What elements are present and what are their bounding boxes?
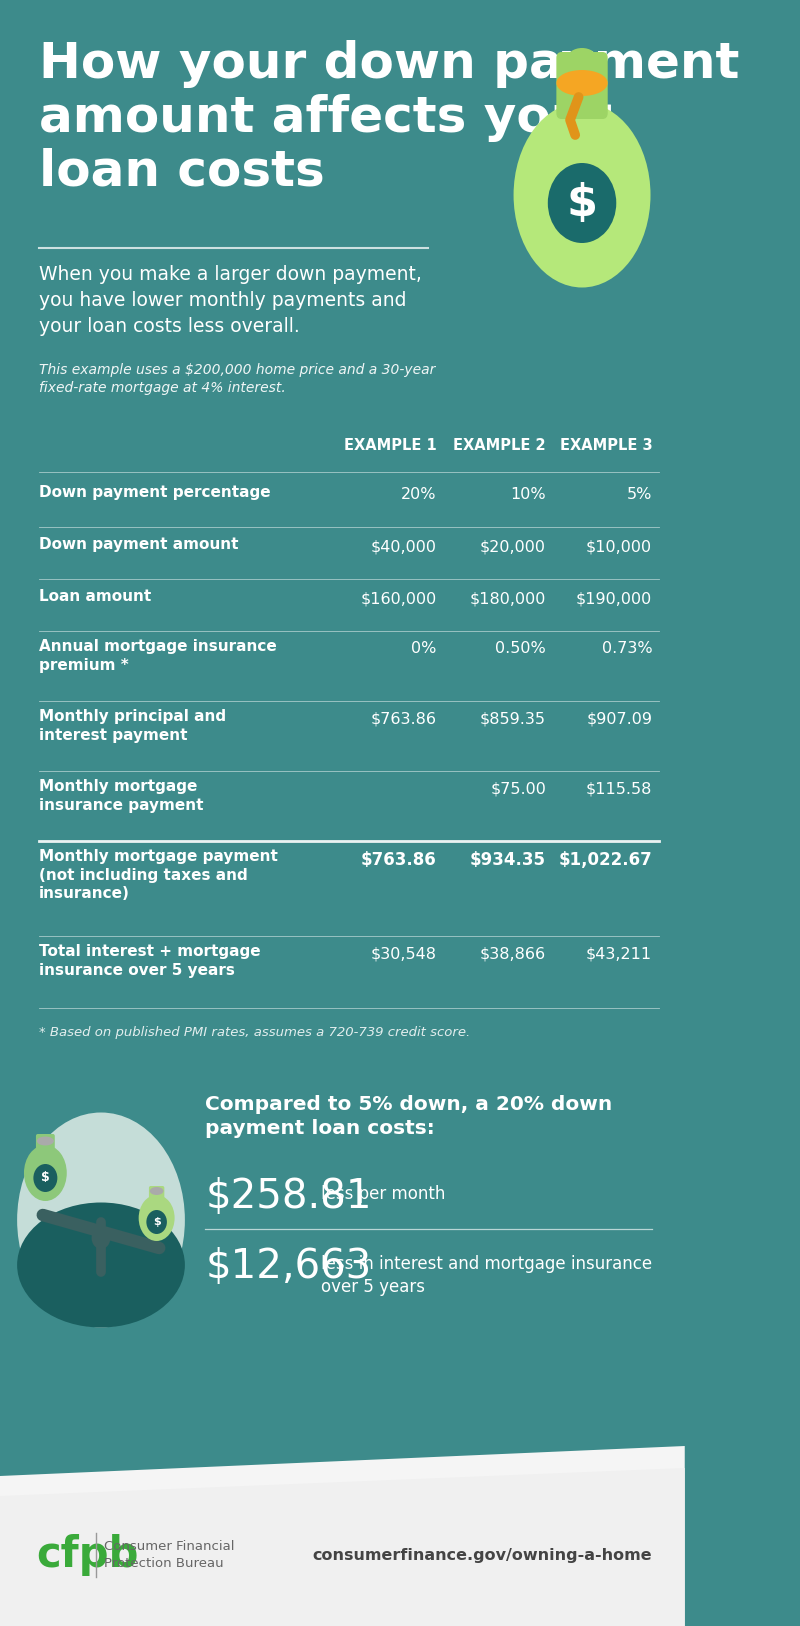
Text: Monthly principal and
interest payment: Monthly principal and interest payment xyxy=(38,709,226,743)
Text: 10%: 10% xyxy=(510,488,546,502)
Text: 0.50%: 0.50% xyxy=(495,641,546,655)
Text: 0.73%: 0.73% xyxy=(602,641,652,655)
Text: Consumer Financial
Protection Bureau: Consumer Financial Protection Bureau xyxy=(105,1540,235,1571)
Ellipse shape xyxy=(514,102,650,288)
Text: $20,000: $20,000 xyxy=(480,538,546,554)
FancyBboxPatch shape xyxy=(556,52,608,119)
Ellipse shape xyxy=(37,1137,54,1145)
Text: less per month: less per month xyxy=(321,1185,446,1203)
Polygon shape xyxy=(0,1446,685,1626)
Text: $190,000: $190,000 xyxy=(576,590,652,606)
Text: $859.35: $859.35 xyxy=(480,711,546,725)
Text: 5%: 5% xyxy=(627,488,652,502)
Text: $12,663: $12,663 xyxy=(206,1247,372,1288)
Text: How your down payment
amount affects your
loan costs: How your down payment amount affects you… xyxy=(38,41,739,195)
Text: $258.81: $258.81 xyxy=(206,1177,372,1216)
Text: Monthly mortgage
insurance payment: Monthly mortgage insurance payment xyxy=(38,779,203,813)
Text: Monthly mortgage payment
(not including taxes and
insurance): Monthly mortgage payment (not including … xyxy=(38,849,278,901)
Text: Compared to 5% down, a 20% down
payment loan costs:: Compared to 5% down, a 20% down payment … xyxy=(206,1094,613,1138)
Ellipse shape xyxy=(567,49,597,68)
Text: $: $ xyxy=(566,182,598,224)
Text: $907.09: $907.09 xyxy=(586,711,652,725)
Text: Total interest + mortgage
insurance over 5 years: Total interest + mortgage insurance over… xyxy=(38,945,260,977)
Text: Annual mortgage insurance
premium *: Annual mortgage insurance premium * xyxy=(38,639,276,673)
Text: $180,000: $180,000 xyxy=(470,590,546,606)
Text: $38,866: $38,866 xyxy=(480,946,546,961)
Text: * Based on published PMI rates, assumes a 720-739 credit score.: * Based on published PMI rates, assumes … xyxy=(38,1026,470,1039)
Polygon shape xyxy=(0,1468,685,1626)
Text: $75.00: $75.00 xyxy=(490,780,546,797)
Text: $: $ xyxy=(41,1171,50,1184)
Text: $10,000: $10,000 xyxy=(586,538,652,554)
Text: Loan amount: Loan amount xyxy=(38,589,150,603)
Ellipse shape xyxy=(17,1203,185,1327)
Ellipse shape xyxy=(24,1145,66,1202)
Ellipse shape xyxy=(556,70,608,96)
FancyBboxPatch shape xyxy=(149,1185,164,1202)
Circle shape xyxy=(91,1228,110,1249)
Text: $934.35: $934.35 xyxy=(470,850,546,868)
Text: $43,211: $43,211 xyxy=(586,946,652,961)
Text: This example uses a $200,000 home price and a 30-year
fixed-rate mortgage at 4% : This example uses a $200,000 home price … xyxy=(38,363,435,395)
Text: $763.86: $763.86 xyxy=(361,850,437,868)
Text: When you make a larger down payment,
you have lower monthly payments and
your lo: When you make a larger down payment, you… xyxy=(38,265,422,335)
Text: $160,000: $160,000 xyxy=(360,590,437,606)
Ellipse shape xyxy=(150,1187,163,1195)
Text: $115.58: $115.58 xyxy=(586,780,652,797)
Text: Down payment amount: Down payment amount xyxy=(38,537,238,551)
Ellipse shape xyxy=(17,1112,185,1327)
Ellipse shape xyxy=(138,1195,174,1241)
Text: EXAMPLE 2: EXAMPLE 2 xyxy=(454,437,546,454)
Text: 20%: 20% xyxy=(401,488,437,502)
Text: cfpb: cfpb xyxy=(36,1533,138,1576)
Text: EXAMPLE 3: EXAMPLE 3 xyxy=(559,437,652,454)
Text: Down payment percentage: Down payment percentage xyxy=(38,485,270,501)
Text: EXAMPLE 1: EXAMPLE 1 xyxy=(344,437,437,454)
Circle shape xyxy=(34,1164,58,1192)
FancyBboxPatch shape xyxy=(36,1133,54,1153)
Text: $1,022.67: $1,022.67 xyxy=(558,850,652,868)
Circle shape xyxy=(548,163,616,242)
Text: 0%: 0% xyxy=(411,641,437,655)
Text: $40,000: $40,000 xyxy=(370,538,437,554)
Text: $30,548: $30,548 xyxy=(370,946,437,961)
Text: consumerfinance.gov/owning-a-home: consumerfinance.gov/owning-a-home xyxy=(313,1548,652,1563)
Text: less in interest and mortgage insurance
over 5 years: less in interest and mortgage insurance … xyxy=(321,1255,652,1296)
Text: $763.86: $763.86 xyxy=(370,711,437,725)
Text: $: $ xyxy=(153,1216,161,1228)
Circle shape xyxy=(146,1210,167,1234)
